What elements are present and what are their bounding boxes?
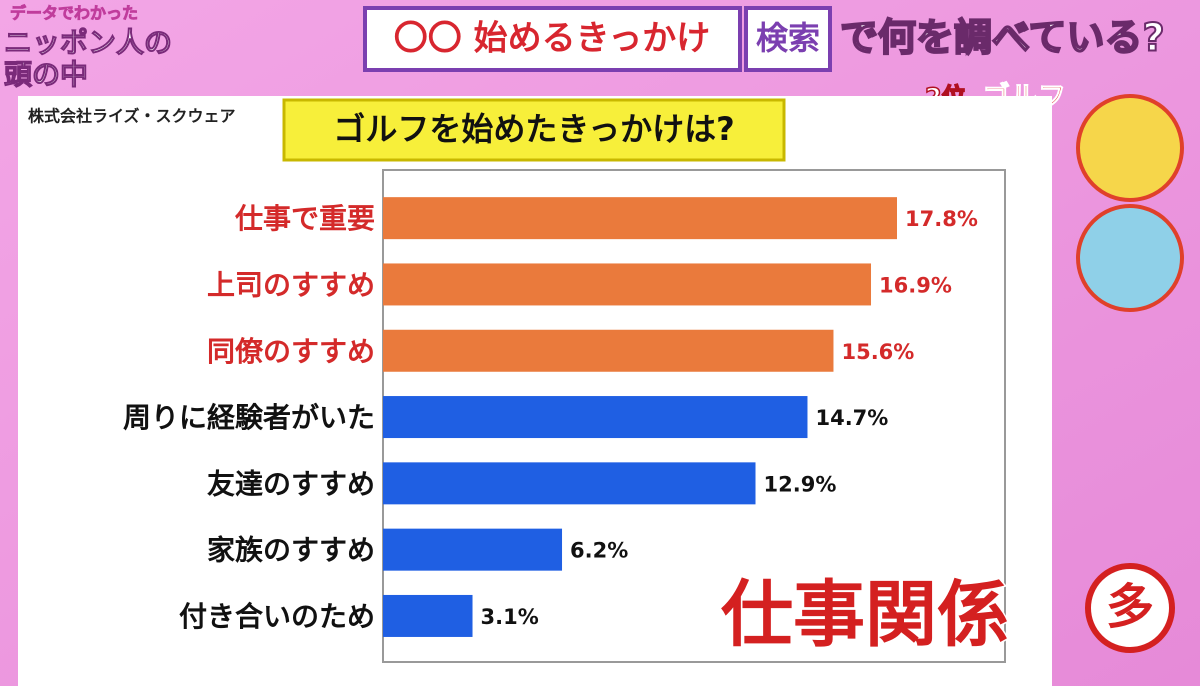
category-label: 仕事で重要 [234,202,375,235]
topic-box [363,6,742,72]
value-label: 3.1% [481,605,539,629]
logo-line: ニッポン人の [4,26,172,59]
guest-photo [1076,94,1184,202]
topic: 〇〇 始めるきっかけ [394,19,710,59]
search: 検索 [756,19,820,57]
bar [383,329,834,372]
badge-circle [1085,563,1175,653]
bar [383,462,756,505]
guest-photo [1076,204,1184,312]
category-label: 付き合いのため [179,600,375,633]
annotation-badge: 多 [1106,579,1154,635]
category-label: 周りに経験者がいた [123,401,375,434]
bar [383,197,897,240]
value-label: 17.8% [905,207,978,231]
bar [383,396,808,439]
title-box [282,98,786,162]
logo-line: データでわかった [10,4,138,23]
value-label: 6.2% [570,539,628,563]
value-label: 15.6% [841,340,914,364]
source: 株式会社ライズ・スクウェア [28,107,236,126]
bar [383,594,473,637]
question: で何を調べている? [840,16,1165,60]
bar [383,528,563,571]
category-label: 友達のすすめ [207,467,375,500]
category-label: 家族のすすめ [207,534,375,567]
annotation: 仕事関係 [721,573,1009,657]
value-label: 14.7% [815,406,888,430]
category-label: 上司のすすめ [207,268,375,301]
logo-line: 頭の中 [4,58,88,91]
value-label: 16.9% [879,273,952,297]
bar [383,263,872,306]
plot: 仕事で重要 17.8% 上司のすすめ 16.9% 同僚のすすめ 15.6% 周りに経験者がい… [123,197,978,637]
search-box [744,6,832,72]
category-label: 同僚のすすめ [207,335,375,368]
panel [18,96,1052,686]
value-label: 12.9% [764,472,837,496]
chart-title: ゴルフを始めたきっかけは? [333,110,734,148]
